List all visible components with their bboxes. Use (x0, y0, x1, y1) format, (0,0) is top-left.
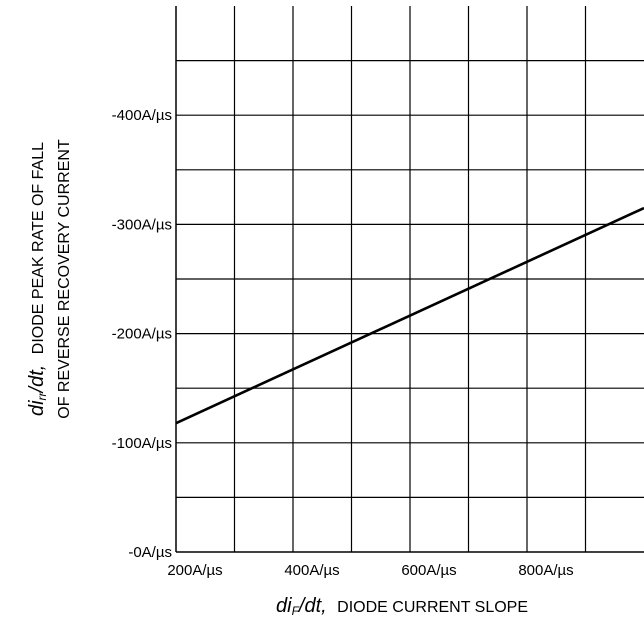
x-axis-var-tail: /dt, (297, 595, 327, 617)
x-tick-label: 400A/µs (284, 562, 339, 579)
x-axis-var: di (276, 595, 292, 617)
x-axis-text: DIODE CURRENT SLOPE (337, 599, 528, 616)
y-axis-var-sub: rr (35, 391, 49, 400)
y-axis-title-line1: dirr/dt, DIODE PEAK RATE OF FALL (26, 142, 49, 416)
x-axis-title: diF/dt, DIODE CURRENT SLOPE (276, 595, 528, 618)
y-axis-title-line2: OF REVERSE RECOVERY CURRENT (56, 139, 73, 419)
y-tick-label: -400A/µs (112, 107, 172, 124)
grid (176, 6, 644, 552)
y-tick-label: -200A/µs (112, 326, 172, 343)
x-tick-label: 200A/µs (167, 562, 222, 579)
y-axis-text-line2: OF REVERSE RECOVERY CURRENT (56, 139, 73, 419)
y-axis-var: di (26, 400, 48, 416)
x-tick-labels: 200A/µs 400A/µs 600A/µs 800A/µs (167, 562, 573, 579)
x-axis-var-sub: F (292, 604, 300, 618)
series-lines (175, 206, 644, 425)
y-tick-label: -300A/µs (112, 216, 172, 233)
y-tick-label: -100A/µs (112, 435, 172, 452)
y-tick-labels: -0A/µs -100A/µs -200A/µs -300A/µs -400A/µs (112, 107, 172, 561)
x-tick-label: 600A/µs (401, 562, 456, 579)
y-axis-text-line1: DIODE PEAK RATE OF FALL (30, 142, 47, 354)
y-tick-label: -0A/µs (128, 544, 172, 561)
y-axis-var-tail: /dt, (26, 365, 48, 395)
plot-border (175, 6, 644, 553)
series-line-0 (175, 206, 644, 425)
x-tick-label: 800A/µs (518, 562, 573, 579)
